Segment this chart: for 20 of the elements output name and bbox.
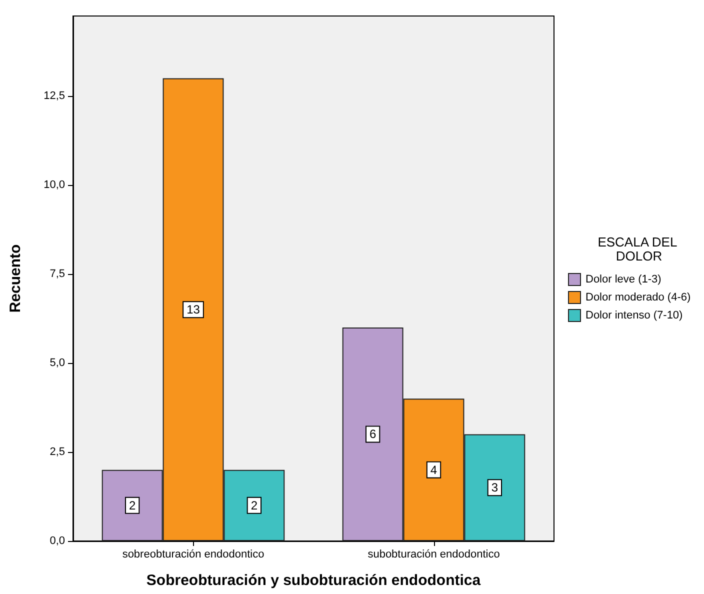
legend-label: Dolor leve (1-3) bbox=[586, 274, 662, 286]
legend-title: ESCALA DEL DOLOR bbox=[598, 234, 680, 264]
y-tick-label: 10,0 bbox=[44, 179, 65, 192]
data-label: 2 bbox=[128, 498, 136, 512]
data-label: 3 bbox=[491, 480, 498, 495]
x-tick-label: sobreobturación endodontico bbox=[122, 548, 264, 560]
y-tick-label: 2,5 bbox=[50, 446, 65, 458]
y-axis-title: Recuento bbox=[7, 244, 24, 313]
data-label: 4 bbox=[430, 462, 438, 477]
data-label: 13 bbox=[186, 302, 200, 317]
y-tick-label: 7,5 bbox=[50, 268, 65, 280]
data-label: 6 bbox=[369, 427, 376, 442]
x-tick-label: subobturación endodontico bbox=[368, 548, 500, 560]
x-axis-title: Sobreobturación y subobturación endodontica bbox=[146, 572, 482, 589]
y-tick-label: 0,0 bbox=[50, 535, 65, 547]
data-label: 2 bbox=[250, 498, 258, 512]
y-tick-label: 5,0 bbox=[50, 357, 65, 370]
legend-label: Dolor moderado (4-6) bbox=[586, 292, 691, 304]
y-tick-label: 12,5 bbox=[44, 90, 65, 102]
legend-label: Dolor intenso (7-10) bbox=[586, 310, 683, 322]
